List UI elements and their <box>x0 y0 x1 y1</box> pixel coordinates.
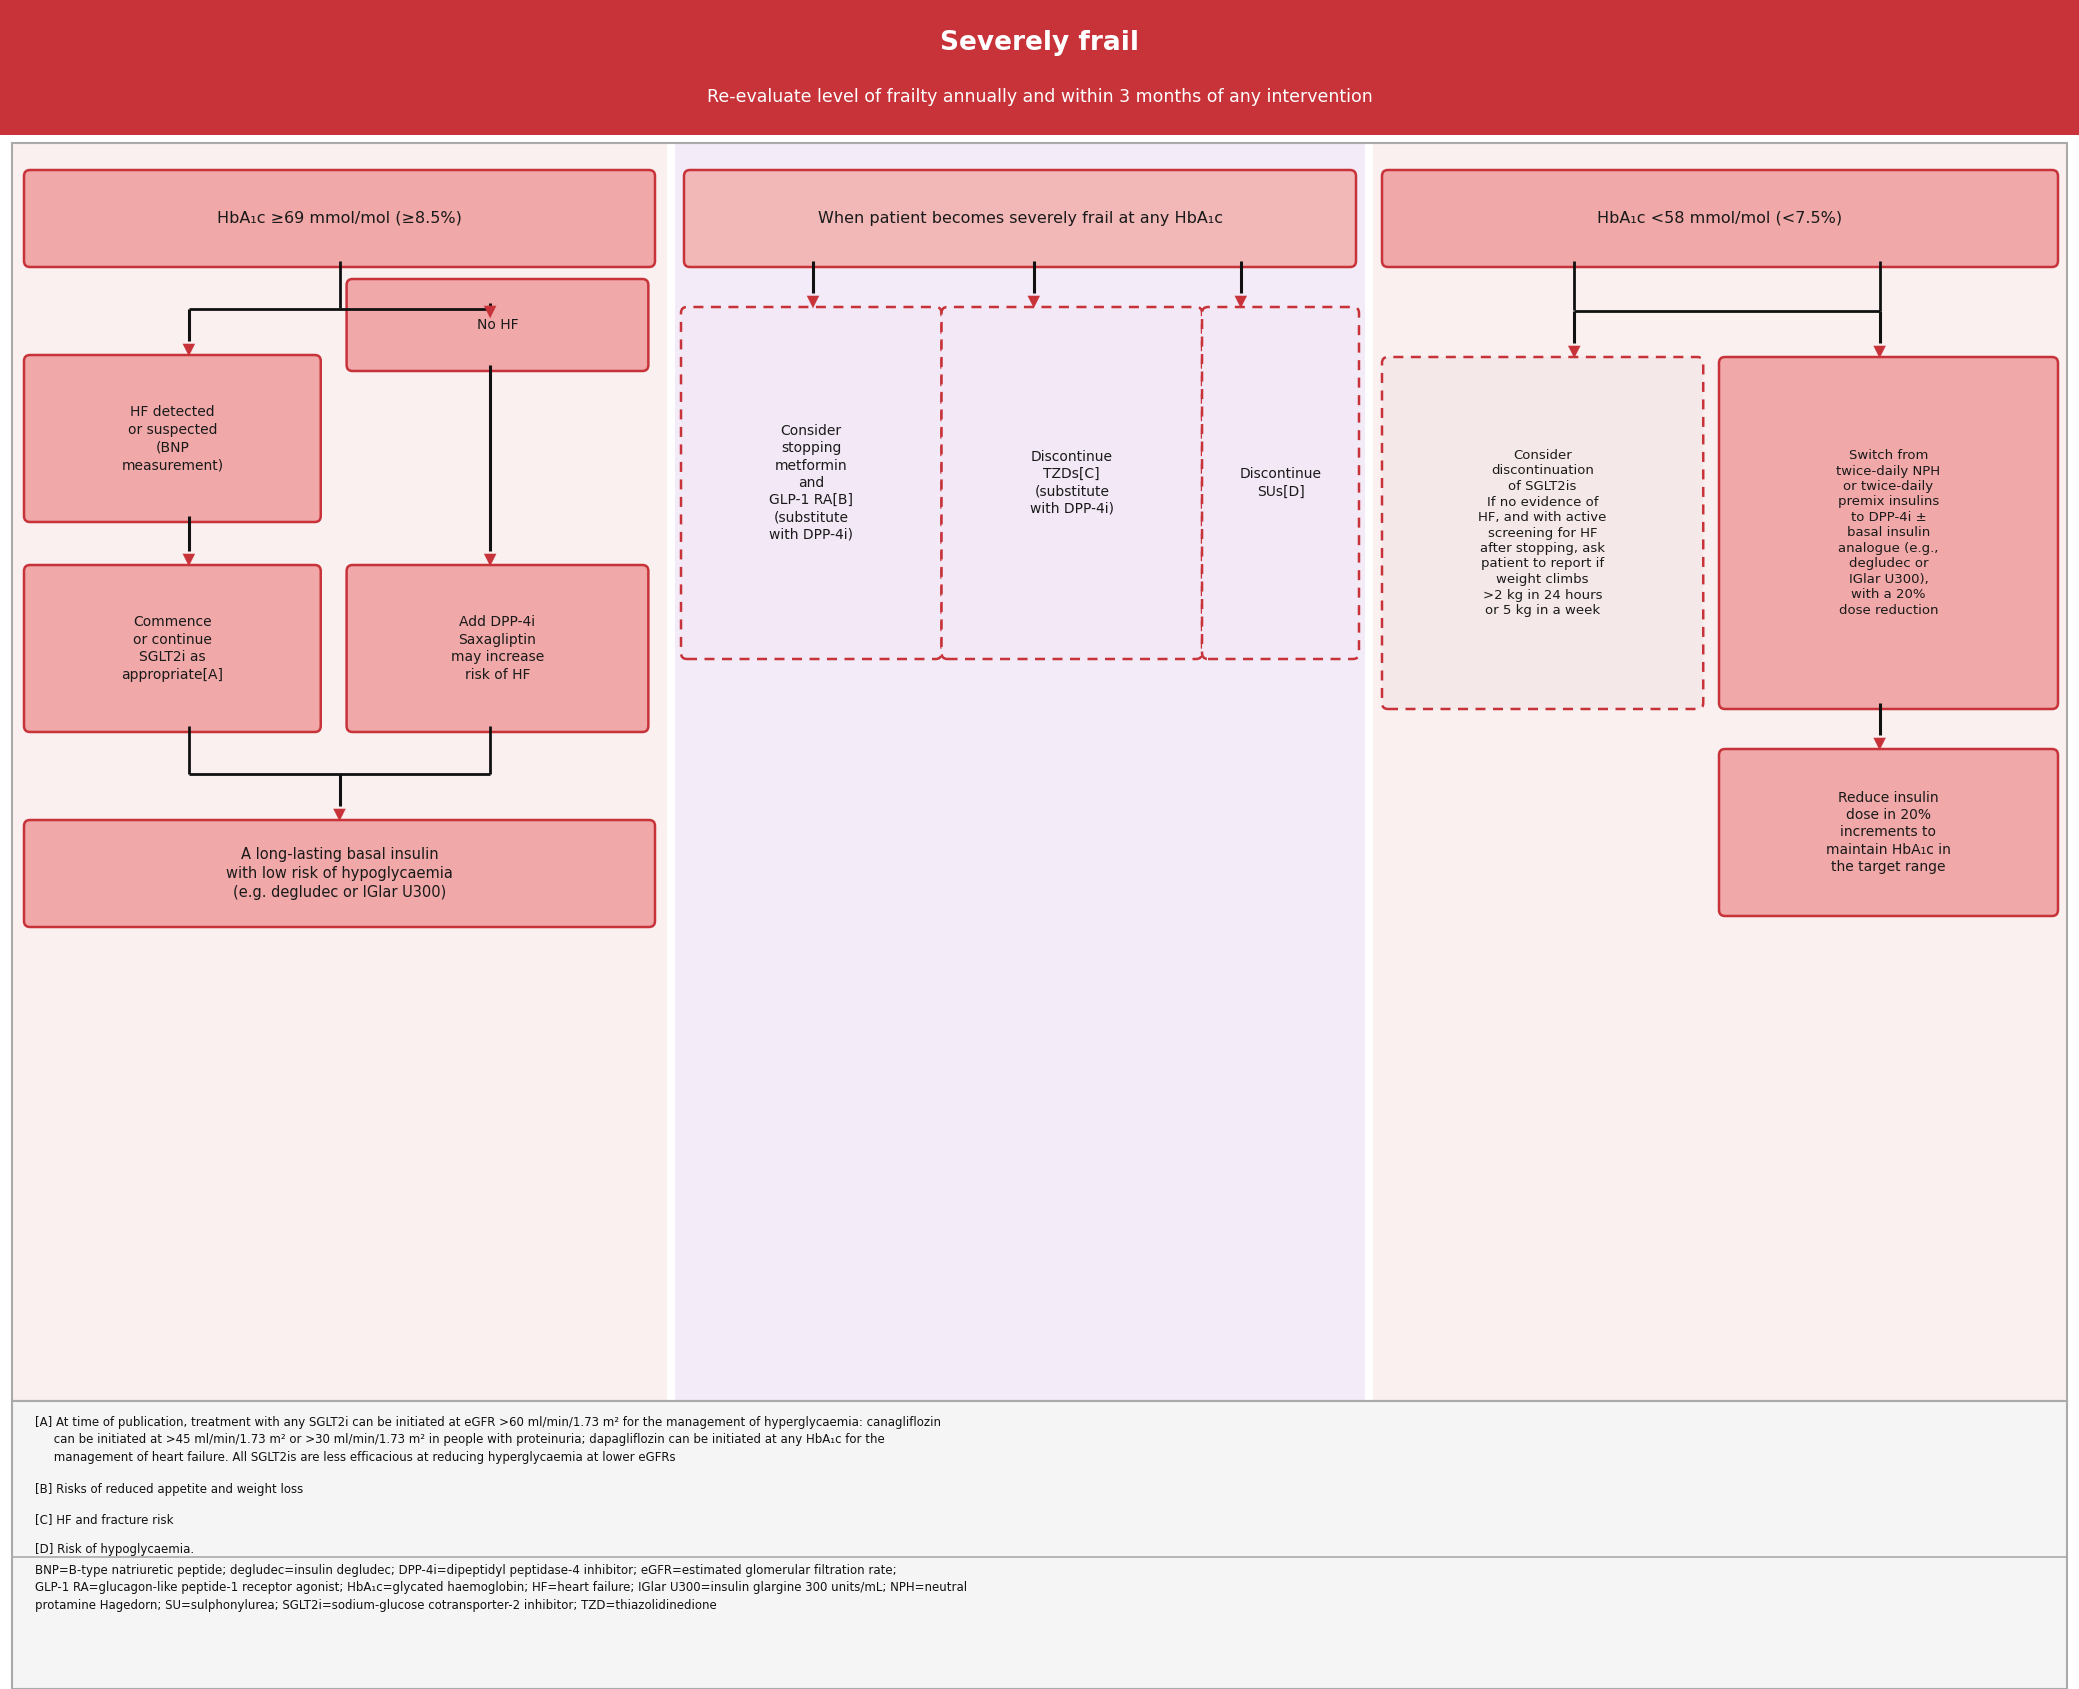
Text: Consider
discontinuation
of SGLT2is
If no evidence of
HF, and with active
screen: Consider discontinuation of SGLT2is If n… <box>1478 449 1607 616</box>
FancyBboxPatch shape <box>25 566 320 731</box>
Bar <box>12 144 2067 1400</box>
Text: A long-lasting basal insulin
with low risk of hypoglycaemia
(e.g. degludec or IG: A long-lasting basal insulin with low ri… <box>227 846 453 900</box>
Text: Discontinue
TZDs[C]
(substitute
with DPP-4i): Discontinue TZDs[C] (substitute with DPP… <box>1029 449 1114 515</box>
FancyBboxPatch shape <box>25 171 655 267</box>
Text: Add DPP-4i
Saxagliptin
may increase
risk of HF: Add DPP-4i Saxagliptin may increase risk… <box>451 615 545 682</box>
Text: Switch from
twice-daily NPH
or twice-daily
premix insulins
to DPP-4i ±
basal ins: Switch from twice-daily NPH or twice-dai… <box>1836 449 1940 616</box>
FancyBboxPatch shape <box>1383 356 1703 709</box>
Bar <box>12 144 667 1400</box>
Text: [A] At time of publication, treatment with any SGLT2i can be initiated at eGFR >: [A] At time of publication, treatment wi… <box>35 1415 942 1464</box>
FancyBboxPatch shape <box>942 307 1202 659</box>
FancyBboxPatch shape <box>1383 171 2058 267</box>
Text: HbA₁c ≥69 mmol/mol (≥8.5%): HbA₁c ≥69 mmol/mol (≥8.5%) <box>216 211 462 226</box>
Text: When patient becomes severely frail at any HbA₁c: When patient becomes severely frail at a… <box>817 211 1222 226</box>
Text: Discontinue
SUs[D]: Discontinue SUs[D] <box>1239 468 1322 498</box>
Bar <box>0 0 2079 135</box>
Text: Reduce insulin
dose in 20%
increments to
maintain HbA₁c in
the target range: Reduce insulin dose in 20% increments to… <box>1825 790 1950 875</box>
FancyBboxPatch shape <box>25 355 320 522</box>
Text: HbA₁c <58 mmol/mol (<7.5%): HbA₁c <58 mmol/mol (<7.5%) <box>1597 211 1842 226</box>
Text: [B] Risks of reduced appetite and weight loss: [B] Risks of reduced appetite and weight… <box>35 1483 304 1496</box>
FancyBboxPatch shape <box>347 279 649 372</box>
Text: Re-evaluate level of frailty annually and within 3 months of any intervention: Re-evaluate level of frailty annually an… <box>707 88 1372 106</box>
FancyBboxPatch shape <box>1202 307 1360 659</box>
FancyBboxPatch shape <box>1719 356 2058 709</box>
Text: [D] Risk of hypoglycaemia.: [D] Risk of hypoglycaemia. <box>35 1544 193 1556</box>
Text: Commence
or continue
SGLT2i as
appropriate[A]: Commence or continue SGLT2i as appropria… <box>121 615 222 682</box>
Bar <box>1372 144 2067 1400</box>
Text: BNP=B-type natriuretic peptide; degludec=insulin degludec; DPP-4i=dipeptidyl pep: BNP=B-type natriuretic peptide; degludec… <box>35 1564 967 1611</box>
FancyBboxPatch shape <box>684 171 1356 267</box>
Text: No HF: No HF <box>476 318 518 333</box>
FancyBboxPatch shape <box>1719 748 2058 915</box>
FancyBboxPatch shape <box>682 307 942 659</box>
Text: Severely frail: Severely frail <box>940 30 1139 56</box>
Text: HF detected
or suspected
(BNP
measurement): HF detected or suspected (BNP measuremen… <box>121 405 222 473</box>
Text: Consider
stopping
metformin
and
GLP-1 RA[B]
(substitute
with DPP-4i): Consider stopping metformin and GLP-1 RA… <box>769 424 852 542</box>
FancyBboxPatch shape <box>347 566 649 731</box>
Text: [C] HF and fracture risk: [C] HF and fracture risk <box>35 1513 173 1525</box>
Bar <box>676 144 1366 1400</box>
FancyBboxPatch shape <box>25 819 655 927</box>
Bar <box>12 1400 2067 1689</box>
